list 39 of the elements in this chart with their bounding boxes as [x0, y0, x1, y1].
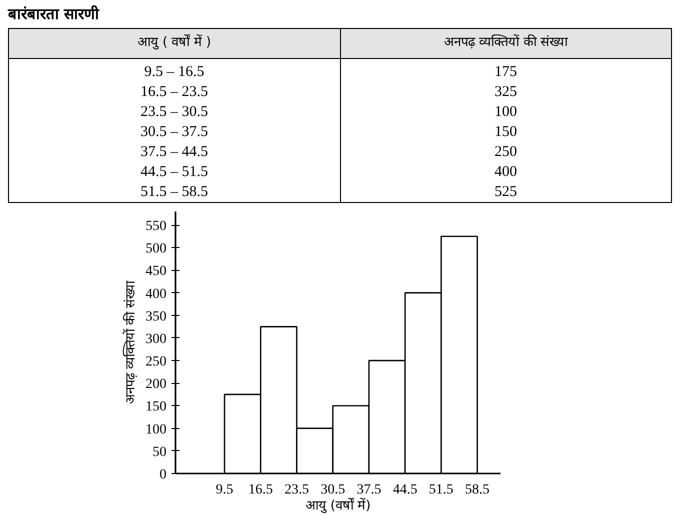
- text: 100: [340, 102, 672, 122]
- x-tick-label: 30.5: [320, 482, 346, 498]
- y-tick-label: 150: [146, 400, 166, 415]
- text: 250: [340, 142, 672, 162]
- text: 400: [340, 162, 672, 182]
- x-tick-label: 44.5: [392, 482, 418, 498]
- y-tick-label: 50: [152, 444, 166, 460]
- x-tick-label: 16.5: [248, 482, 273, 498]
- x-tick-label: 51.5: [428, 482, 454, 498]
- text: 325: [340, 82, 672, 102]
- text: 525: [340, 182, 672, 202]
- y-tick-label: 450: [146, 264, 166, 280]
- y-axis-title: अनपढ़ व्यक्तियों की संख्या: [122, 280, 138, 404]
- y-tick-label: 200: [146, 377, 166, 392]
- x-axis-title: आयु (वर्षों में): [305, 498, 371, 514]
- text: 37.5 – 44.5: [8, 142, 340, 162]
- y-tick-label: 300: [146, 332, 166, 347]
- text: बारंबारता सारणी: [8, 4, 100, 24]
- y-tick-label: 250: [146, 354, 166, 370]
- text: 30.5 – 37.5: [8, 122, 340, 142]
- y-tick-label: 550: [146, 219, 166, 234]
- text: 16.5 – 23.5: [8, 82, 340, 102]
- text: 150: [340, 122, 672, 142]
- x-tick-label: 9.5: [216, 482, 234, 498]
- text: 23.5 – 30.5: [8, 102, 340, 122]
- y-tick-label: 0: [160, 468, 166, 482]
- y-tick-label: 500: [146, 242, 166, 257]
- x-tick-label: 58.5: [465, 482, 490, 498]
- x-tick-label: 23.5: [284, 482, 309, 498]
- text: आयु ( वर्षों में ): [8, 28, 340, 58]
- text: 9.5 – 16.5: [8, 58, 340, 82]
- y-tick-label: 400: [146, 286, 166, 302]
- y-tick-label: 100: [146, 422, 166, 438]
- text: 175: [340, 58, 672, 82]
- text: 51.5 – 58.5: [8, 182, 340, 202]
- y-tick-label: 350: [146, 309, 166, 324]
- x-tick-label: 37.5: [356, 482, 382, 498]
- text: अनपढ़ व्यक्तियों की संख्या: [340, 28, 672, 58]
- text: 44.5 – 51.5: [8, 162, 340, 182]
